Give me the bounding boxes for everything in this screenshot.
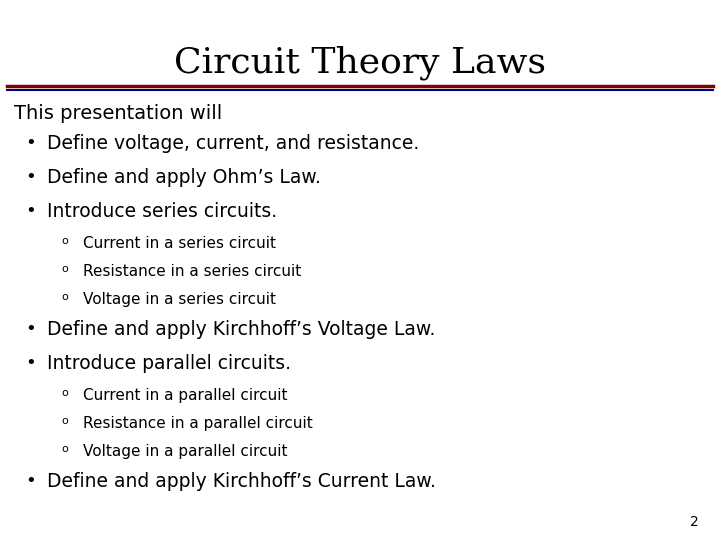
Text: Define and apply Ohm’s Law.: Define and apply Ohm’s Law. — [47, 168, 320, 187]
Text: This presentation will: This presentation will — [14, 104, 222, 123]
Text: •: • — [25, 134, 36, 152]
Text: Circuit Theory Laws: Circuit Theory Laws — [174, 46, 546, 80]
Text: •: • — [25, 354, 36, 372]
Text: •: • — [25, 472, 36, 490]
Text: o: o — [61, 264, 68, 274]
Text: •: • — [25, 202, 36, 220]
Text: Current in a series circuit: Current in a series circuit — [83, 236, 276, 251]
Text: Voltage in a parallel circuit: Voltage in a parallel circuit — [83, 444, 287, 460]
Text: •: • — [25, 168, 36, 186]
Text: Voltage in a series circuit: Voltage in a series circuit — [83, 292, 276, 307]
Text: Define voltage, current, and resistance.: Define voltage, current, and resistance. — [47, 134, 419, 153]
Text: Introduce series circuits.: Introduce series circuits. — [47, 202, 277, 221]
Text: Define and apply Kirchhoff’s Current Law.: Define and apply Kirchhoff’s Current Law… — [47, 472, 436, 491]
Text: 2: 2 — [690, 515, 698, 529]
Text: Define and apply Kirchhoff’s Voltage Law.: Define and apply Kirchhoff’s Voltage Law… — [47, 320, 435, 339]
Text: Introduce parallel circuits.: Introduce parallel circuits. — [47, 354, 291, 373]
Text: o: o — [61, 416, 68, 427]
Text: Resistance in a series circuit: Resistance in a series circuit — [83, 264, 301, 279]
Text: Current in a parallel circuit: Current in a parallel circuit — [83, 388, 287, 403]
Text: o: o — [61, 292, 68, 302]
Text: Resistance in a parallel circuit: Resistance in a parallel circuit — [83, 416, 312, 431]
Text: o: o — [61, 236, 68, 246]
Text: o: o — [61, 444, 68, 455]
Text: •: • — [25, 320, 36, 338]
Text: o: o — [61, 388, 68, 399]
